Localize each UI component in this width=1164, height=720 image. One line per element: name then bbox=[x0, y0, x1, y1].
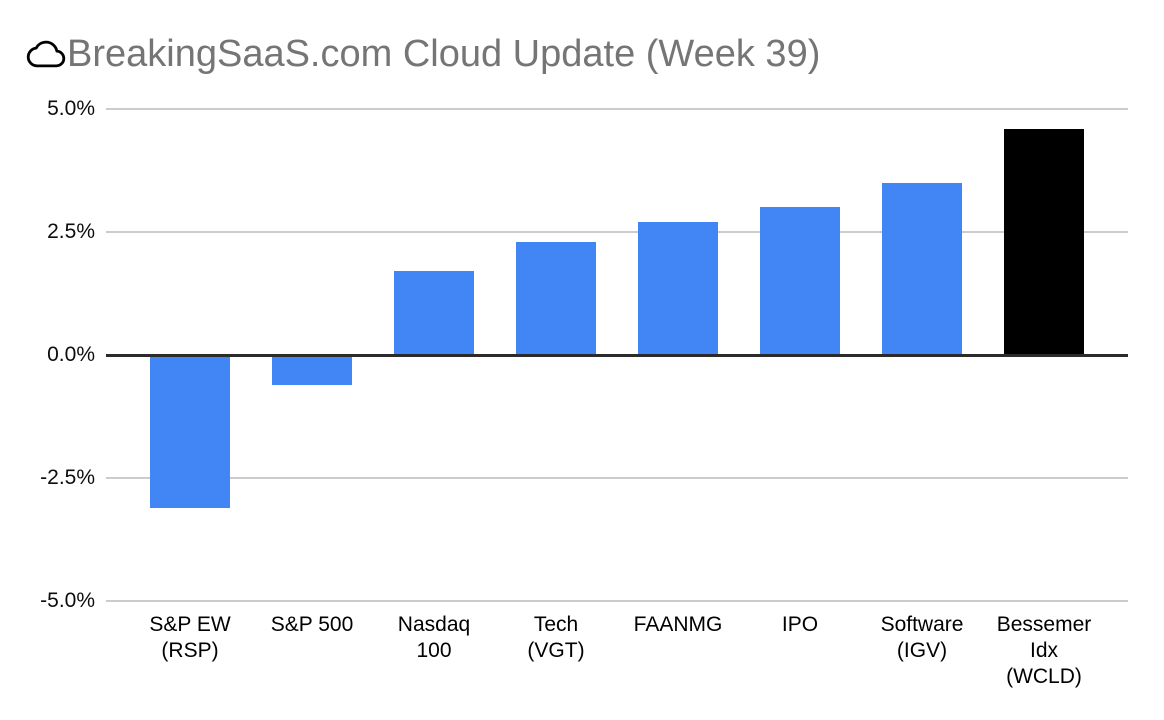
gridline--5.0 bbox=[106, 600, 1128, 602]
x-label-tech-vgt: Tech (VGT) bbox=[527, 613, 585, 662]
chart-title: BreakingSaaS.com Cloud Update (Week 39) bbox=[67, 32, 821, 75]
bar-slot-tech-vgt bbox=[495, 109, 617, 601]
chart-header: BreakingSaaS.com Cloud Update (Week 39) bbox=[26, 30, 820, 78]
y-tick-label-0.0: 0.0% bbox=[47, 343, 95, 366]
bar-ipo bbox=[760, 207, 840, 355]
x-label-ipo: IPO bbox=[781, 613, 819, 636]
bar-tech-vgt bbox=[516, 241, 596, 355]
x-label-s-p-500: S&P 500 bbox=[270, 613, 354, 636]
gridline-2.5 bbox=[106, 231, 1128, 233]
bar-slot-nasdaq-100 bbox=[373, 109, 495, 601]
bars-container bbox=[106, 109, 1128, 601]
bar-slot-s-p-500 bbox=[251, 109, 373, 601]
bar-slot-bessemer-idx-wcld bbox=[983, 109, 1105, 601]
x-axis-labels: S&P EW (RSP) S&P 500 Nasdaq 100 Tech (VGT) F… bbox=[129, 612, 1105, 690]
bar-slot-software-igv bbox=[861, 109, 983, 601]
y-tick-label-2.5: 2.5% bbox=[47, 220, 95, 243]
bar-s-p-500 bbox=[272, 355, 352, 385]
y-tick-label--2.5: -2.5% bbox=[40, 466, 95, 489]
gridline--2.5 bbox=[106, 477, 1128, 479]
bar-bessemer-idx-wcld bbox=[1004, 128, 1084, 355]
bar-faanmg bbox=[638, 222, 718, 355]
x-label-faanmg: FAANMG bbox=[633, 613, 723, 636]
bar-slot-s-p-ew-rsp bbox=[129, 109, 251, 601]
x-label-nasdaq-100: Nasdaq 100 bbox=[397, 613, 471, 662]
x-label-software-igv: Software (IGV) bbox=[880, 613, 964, 662]
bar-nasdaq-100 bbox=[394, 271, 474, 355]
y-tick-label-5.0: 5.0% bbox=[47, 97, 95, 120]
zero-axis-line bbox=[106, 353, 1128, 357]
gridline-5.0 bbox=[106, 108, 1128, 110]
cloud-icon bbox=[26, 39, 66, 69]
plot-area bbox=[106, 108, 1128, 602]
x-label-s-p-ew-rsp: S&P EW (RSP) bbox=[149, 613, 231, 662]
bar-s-p-ew-rsp bbox=[150, 355, 230, 508]
bar-slot-faanmg bbox=[617, 109, 739, 601]
y-tick-label--5.0: -5.0% bbox=[40, 589, 95, 612]
bar-slot-ipo bbox=[739, 109, 861, 601]
bar-software-igv bbox=[882, 182, 962, 355]
x-label-bessemer-idx-wcld: Bessemer Idx (WCLD) bbox=[996, 613, 1092, 688]
